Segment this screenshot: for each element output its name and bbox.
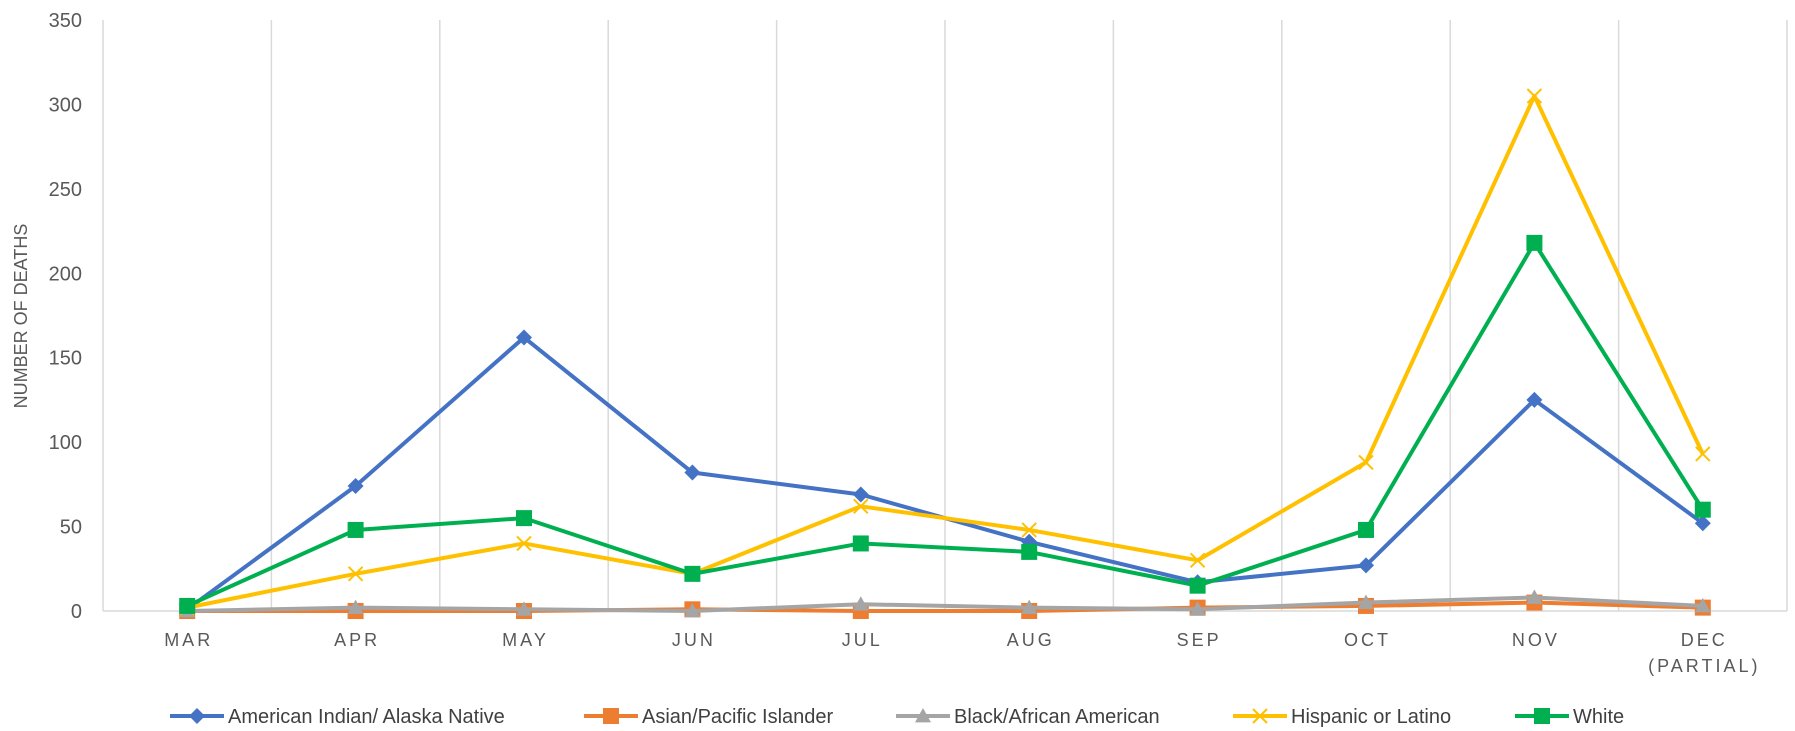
legend-marker [189,708,205,724]
legend-marker [1252,708,1268,724]
y-tick-label: 200 [49,263,82,285]
series-4 [179,234,1711,614]
y-tick-label: 100 [49,432,82,454]
y-tick-label: 350 [49,10,82,32]
data-point [1021,543,1038,560]
legend-marker [915,708,931,723]
data-point [1021,522,1037,538]
legend-marker [603,708,619,724]
data-point [1189,601,1206,616]
data-point [1694,515,1711,532]
series-group [179,88,1711,619]
y-tick-label: 150 [49,348,82,370]
x-tick-label: OCT [1344,630,1391,650]
series-line [187,600,1703,613]
data-point [684,603,701,618]
data-point [1189,552,1206,569]
legend-label: Asian/Pacific Islander [642,706,834,728]
data-point [1358,521,1374,538]
legend: American Indian/ Alaska Native Asian/Paci… [170,706,1624,728]
data-point [516,535,532,552]
data-point [1358,454,1374,471]
data-point [1526,234,1543,251]
legend-item: Black/African American [896,706,1160,728]
y-axis-ticks: 0 50 100 150 200 250 300 350 [49,10,82,623]
legend-label: Black/African American [954,706,1160,728]
y-tick-label: 250 [49,179,82,201]
data-point [1694,597,1711,613]
data-point [347,566,364,582]
series-2 [179,589,1711,618]
data-point [852,535,869,552]
legend-label: American Indian/ Alaska Native [228,706,505,728]
legend-item: Hispanic or Latino [1233,706,1451,728]
x-tick-label: APR [334,630,380,650]
y-axis-title: NUMBER OF DEATHS [11,224,31,409]
data-point [852,486,869,503]
data-point [1189,577,1206,594]
x-tick-label: NOV [1512,630,1560,650]
legend-item: White [1515,706,1624,728]
data-point [1358,557,1374,574]
legend-label: White [1573,706,1624,728]
legend-item: American Indian/ Alaska Native [170,706,505,728]
data-point [1694,501,1711,518]
x-tick-label: SEP [1177,630,1222,650]
x-tick-label: DEC (PARTIAL) [1648,630,1760,676]
data-point [516,601,532,616]
y-tick-label: 0 [71,601,82,623]
y-tick-label: 50 [60,517,82,539]
legend-label: Hispanic or Latino [1291,706,1451,728]
series-line [187,595,1703,613]
series-line [186,240,1705,608]
series-line [186,93,1705,610]
data-point [684,565,701,582]
x-tick-label: AUG [1007,630,1055,650]
data-point [347,599,364,615]
legend-item: Asian/Pacific Islander [584,706,834,728]
x-tick-label: MAY [502,630,549,650]
x-axis-ticks: MAR APR MAY JUN JUL AUG SEP OCT NOV DEC (PARTIAL) [164,630,1760,676]
data-point [684,464,701,481]
data-point [1526,88,1543,104]
x-tick-label: JUL [842,630,883,650]
y-tick-label: 300 [49,94,82,116]
data-point [516,510,532,527]
data-point [852,596,869,611]
data-point [1021,599,1038,615]
data-point [1526,391,1543,408]
data-point [1526,589,1543,604]
x-tick-label: JUN [672,630,716,650]
data-point [516,329,532,346]
data-point [1358,594,1374,609]
data-point [179,597,196,614]
data-point [1695,446,1711,462]
data-point [347,478,364,495]
data-point [347,521,364,538]
legend-marker [1534,708,1550,724]
x-tick-label: MAR [164,630,213,650]
data-point [853,498,869,515]
